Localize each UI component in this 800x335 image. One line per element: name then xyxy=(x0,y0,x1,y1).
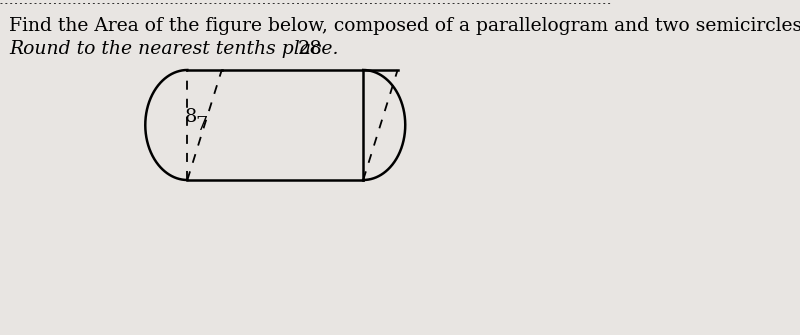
Text: 7: 7 xyxy=(195,116,207,134)
Text: 8: 8 xyxy=(185,108,197,126)
Text: 28: 28 xyxy=(298,40,322,58)
Text: Round to the nearest tenths place.: Round to the nearest tenths place. xyxy=(9,40,338,58)
Text: Find the Area of the figure below, composed of a parallelogram and two semicircl: Find the Area of the figure below, compo… xyxy=(9,17,800,35)
